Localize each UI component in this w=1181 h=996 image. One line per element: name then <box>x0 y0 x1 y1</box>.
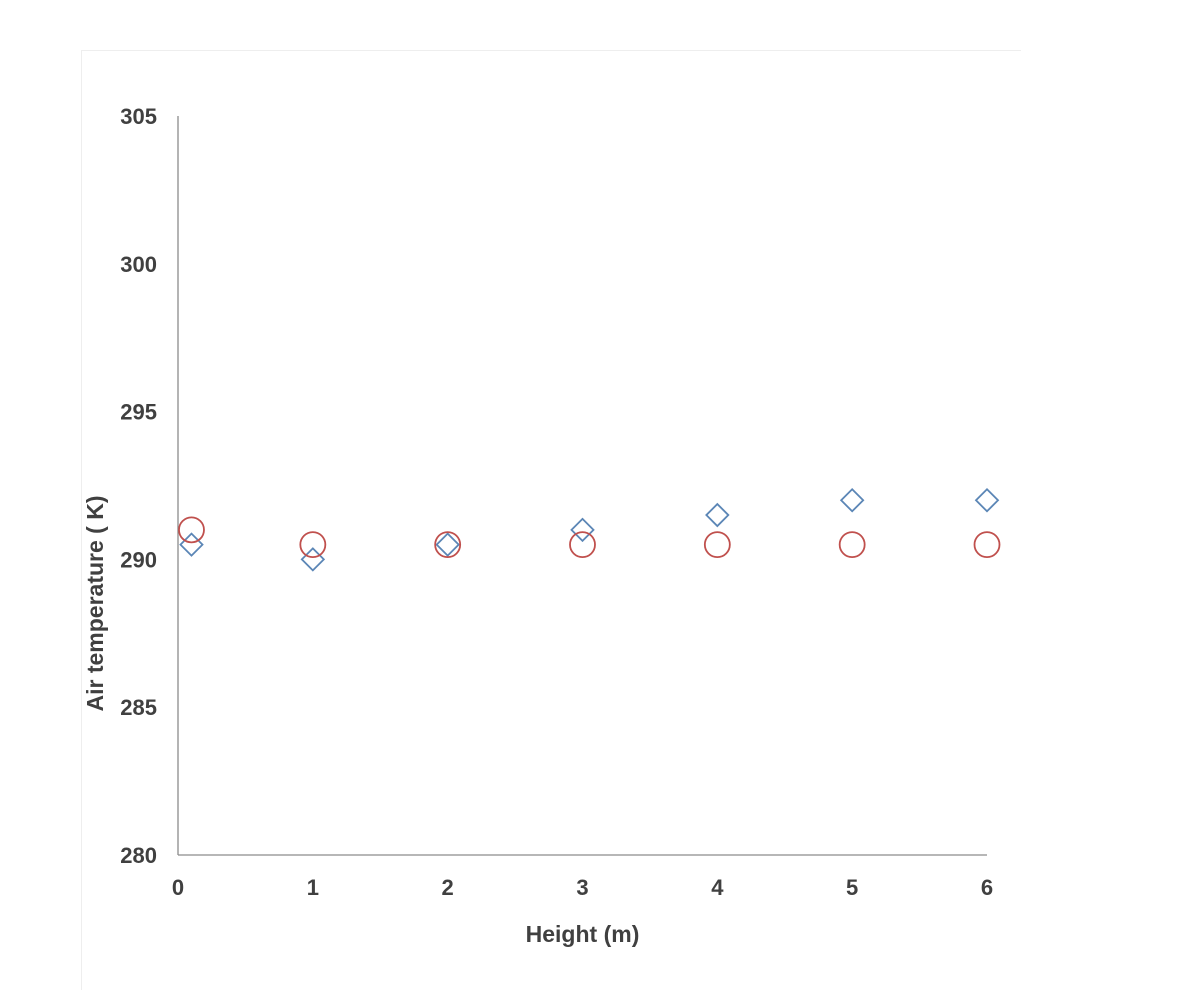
y-tick-label: 285 <box>120 695 157 720</box>
diamond-marker <box>570 517 595 543</box>
x-tick-label: 0 <box>172 875 184 900</box>
x-tick-label: 6 <box>981 875 993 900</box>
diamond-marker <box>435 532 460 557</box>
circle-marker <box>569 531 596 559</box>
diamond-marker <box>705 502 730 528</box>
circle-marker <box>838 531 866 559</box>
x-tick-label: 3 <box>576 875 588 900</box>
y-tick-label: 305 <box>120 104 157 129</box>
diamond-marker <box>300 547 326 572</box>
diamond-marker <box>974 488 1000 513</box>
circle-marker <box>299 531 327 559</box>
data-points <box>178 488 1001 572</box>
x-tick-label: 2 <box>442 875 454 900</box>
circle-marker <box>178 516 205 544</box>
y-tick-label: 280 <box>120 843 157 868</box>
y-tick-label: 300 <box>120 252 157 277</box>
x-tick-labels: 0 1 2 3 4 5 6 <box>172 875 993 900</box>
diamond-marker <box>839 488 865 513</box>
x-tick-label: 4 <box>711 875 724 900</box>
x-tick-label: 1 <box>307 875 319 900</box>
plot-area-frame <box>81 50 1021 990</box>
y-tick-label: 290 <box>120 547 157 572</box>
diamond-marker <box>179 532 204 557</box>
y-tick-label: 295 <box>120 400 157 425</box>
x-axis-title: Height (m) <box>526 921 640 947</box>
circle-marker <box>434 531 462 559</box>
y-axis-title: Air temperature ( K) <box>82 496 108 712</box>
circle-marker <box>973 531 1001 559</box>
y-tick-labels: 280 285 290 295 300 305 <box>120 104 157 868</box>
x-tick-label: 5 <box>846 875 858 900</box>
circle-marker <box>703 531 731 559</box>
